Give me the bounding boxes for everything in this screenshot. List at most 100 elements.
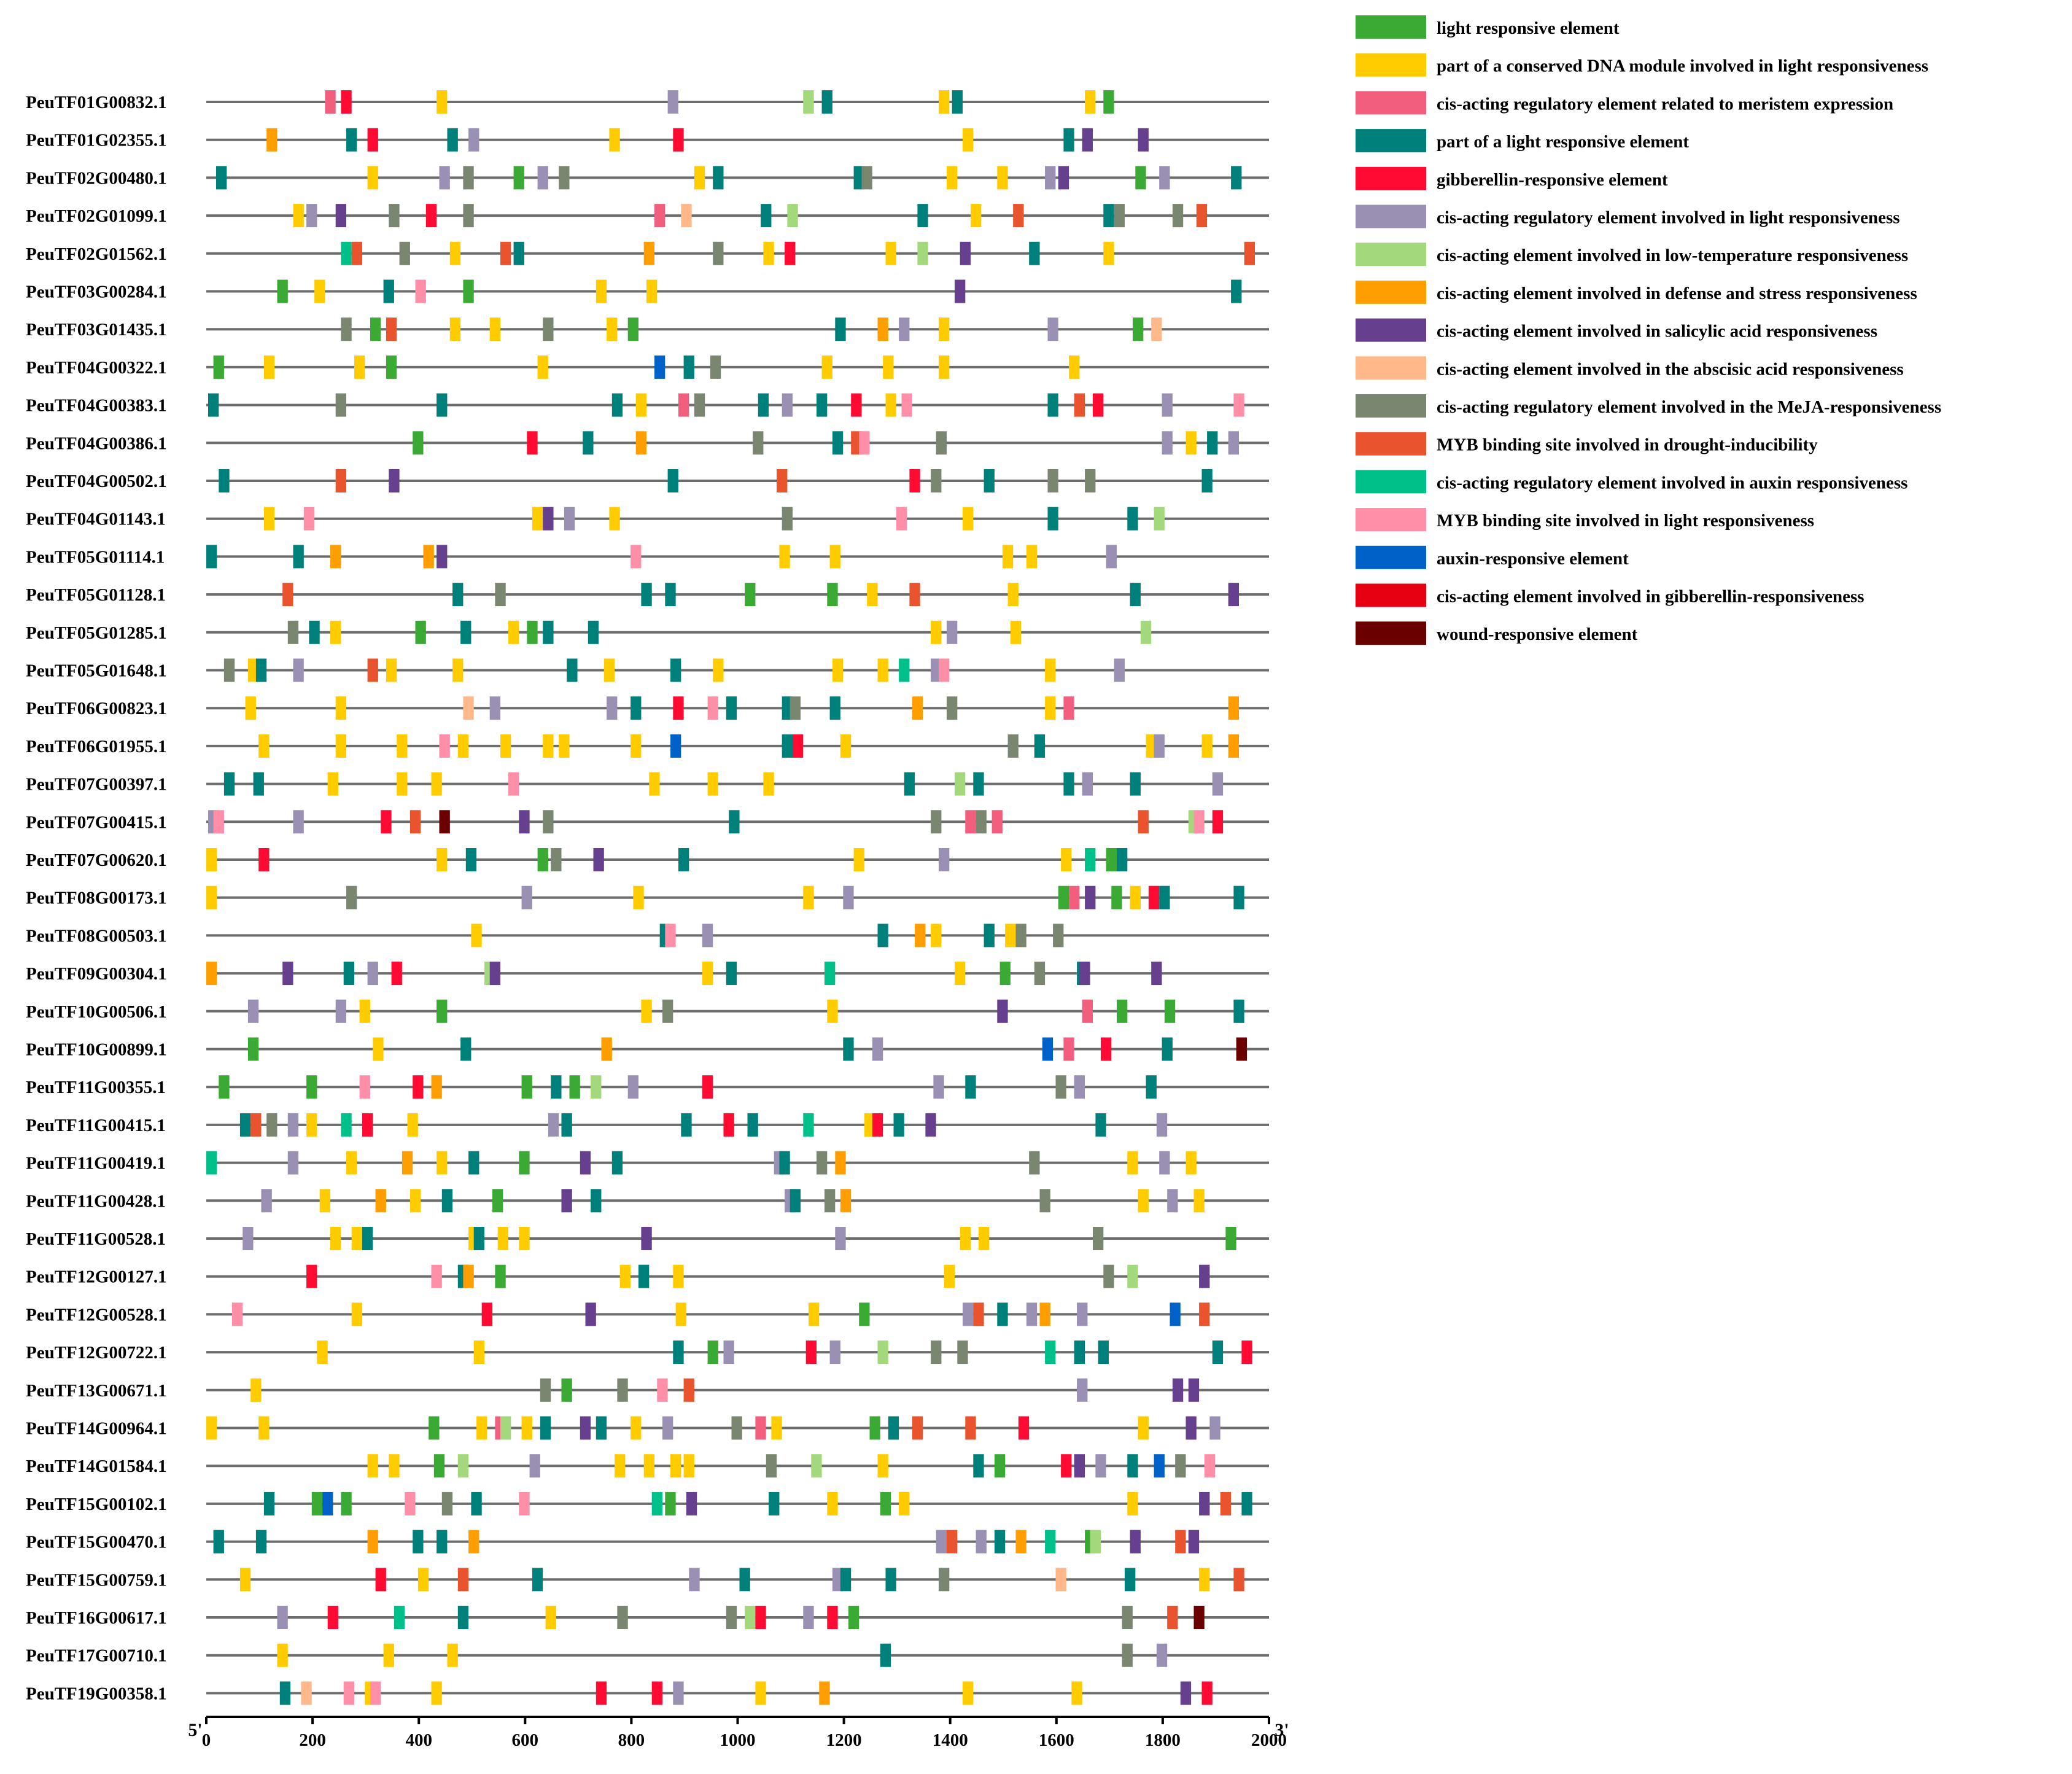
legend-item: cis-acting regulatory element involved i…: [1356, 394, 1941, 418]
motif-mark: [739, 1568, 750, 1592]
motif-mark: [521, 885, 532, 909]
motif-mark: [819, 1681, 830, 1705]
motif-mark: [1185, 1416, 1197, 1440]
motif-mark: [1085, 90, 1096, 114]
motif-mark: [447, 128, 458, 152]
motif-mark: [1133, 317, 1144, 341]
motif-mark: [437, 545, 448, 569]
motif-mark: [1085, 469, 1096, 492]
motif-mark: [561, 1189, 572, 1213]
motif-mark: [213, 1530, 224, 1554]
motif-mark: [713, 658, 724, 682]
motif-mark: [939, 1568, 950, 1592]
motif-mark: [437, 393, 448, 417]
motif-mark: [559, 166, 570, 190]
legend-swatch: [1356, 356, 1426, 380]
legend-swatch: [1356, 470, 1426, 494]
motif-mark: [683, 1454, 694, 1478]
gene-label: PeuTF01G02355.1: [26, 131, 167, 150]
motif-mark: [1125, 1568, 1136, 1592]
motif-mark: [473, 1227, 485, 1250]
motif-mark: [596, 1416, 607, 1440]
motif-mark: [864, 1113, 875, 1137]
motif-mark: [1188, 1378, 1200, 1402]
gene-label: PeuTF15G00470.1: [26, 1533, 167, 1552]
motif-mark: [817, 393, 828, 417]
motif-mark: [1154, 507, 1165, 531]
motif-mark: [463, 166, 474, 190]
motif-mark: [213, 355, 224, 379]
gene-row: PeuTF16G00617.1: [26, 1606, 1269, 1629]
motif-mark: [341, 317, 352, 341]
motif-mark: [1199, 1492, 1210, 1515]
motif-mark: [431, 1264, 442, 1288]
legend-label: MYB binding site involved in drought-ind…: [1437, 435, 1818, 455]
motif-mark: [527, 620, 538, 644]
motif-mark: [832, 431, 844, 455]
legend-label: part of a light responsive element: [1437, 132, 1689, 152]
motif-mark: [755, 1606, 766, 1629]
motif-mark: [216, 166, 227, 190]
motif-mark: [670, 658, 681, 682]
motif-mark: [1122, 1606, 1133, 1629]
motif-mark: [1228, 696, 1240, 720]
motif-mark: [609, 507, 620, 531]
legend-label: auxin-responsive element: [1437, 549, 1629, 569]
motif-mark: [763, 241, 774, 265]
motif-mark: [1002, 545, 1014, 569]
gene-rows: PeuTF01G00832.1 PeuTF01G02355.1 PeuTF02G00…: [26, 90, 1269, 1705]
motif-mark: [973, 1302, 984, 1326]
motif-mark: [588, 620, 599, 644]
gene-row: PeuTF13G00671.1: [26, 1378, 1269, 1402]
motif-mark: [758, 393, 769, 417]
motif-mark: [1138, 810, 1149, 834]
motif-mark: [925, 1113, 936, 1137]
motif-mark: [346, 885, 357, 909]
motif-mark: [763, 772, 774, 796]
motif-mark: [532, 507, 543, 531]
motif-mark: [383, 279, 394, 303]
gene-row: PeuTF03G01435.1: [26, 317, 1269, 341]
motif-mark: [1207, 431, 1218, 455]
motif-mark: [460, 1037, 471, 1061]
motif-mark: [335, 469, 347, 492]
gene-label: PeuTF17G00710.1: [26, 1646, 167, 1666]
legend-label: part of a conserved DNA module involved …: [1437, 56, 1928, 76]
motif-mark: [277, 279, 288, 303]
motif-mark: [370, 1681, 381, 1705]
motif-mark: [370, 317, 381, 341]
motif-mark: [457, 734, 469, 758]
legend-item: part of a light responsive element: [1356, 129, 1689, 153]
gene-label: PeuTF09G00304.1: [26, 964, 167, 984]
motif-mark: [809, 1302, 820, 1326]
gene-label: PeuTF05G01114.1: [26, 547, 165, 567]
motif-mark: [1241, 1492, 1252, 1515]
motif-mark: [835, 317, 846, 341]
motif-mark: [1063, 128, 1074, 152]
motif-mark: [243, 1227, 254, 1250]
motif-mark: [1127, 1264, 1138, 1288]
motif-mark: [877, 317, 888, 341]
motif-mark: [641, 1227, 652, 1250]
motif-mark: [912, 1416, 923, 1440]
motif-mark: [362, 1227, 373, 1250]
motif-mark: [835, 1151, 846, 1175]
motif-mark: [431, 772, 442, 796]
motif-mark: [1167, 1189, 1178, 1213]
motif-mark: [1180, 1681, 1192, 1705]
motif-mark: [1117, 999, 1128, 1023]
gene-label: PeuTF04G00383.1: [26, 396, 167, 416]
gene-row: PeuTF14G00964.1: [26, 1416, 1269, 1440]
motif-mark: [386, 355, 397, 379]
x-tick-label: 600: [512, 1730, 539, 1750]
legend-item: MYB binding site involved in drought-ind…: [1356, 432, 1818, 456]
gene-row: PeuTF19G00358.1: [26, 1681, 1269, 1705]
motif-mark: [1172, 1378, 1184, 1402]
motif-mark: [638, 1264, 650, 1288]
motif-mark: [686, 1492, 697, 1515]
motif-mark: [343, 962, 355, 986]
motif-mark: [449, 241, 461, 265]
motif-mark: [723, 1340, 734, 1364]
motif-mark: [821, 90, 832, 114]
motif-mark: [1077, 1378, 1088, 1402]
